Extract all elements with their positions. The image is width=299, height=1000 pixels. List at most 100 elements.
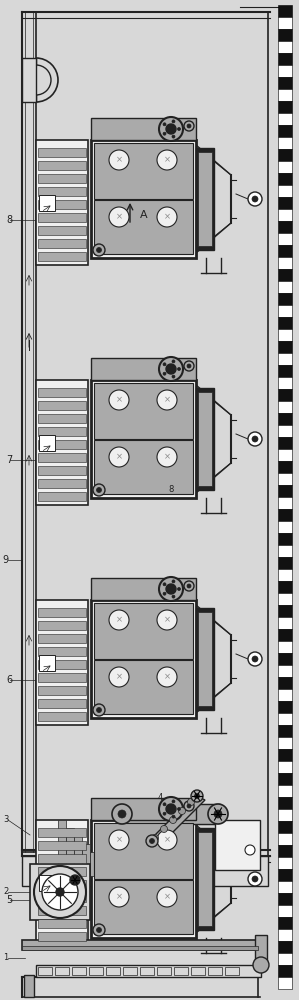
Bar (38, 492, 86, 501)
Bar (22, 940, 258, 950)
Circle shape (56, 888, 64, 896)
Bar (278, 977, 292, 989)
Bar (278, 653, 292, 665)
Bar (39, 195, 55, 211)
Circle shape (109, 207, 129, 227)
Bar (278, 533, 292, 545)
Circle shape (163, 592, 166, 595)
Bar (38, 647, 86, 656)
Bar (38, 401, 86, 410)
Bar (198, 612, 212, 706)
Bar (278, 113, 292, 125)
Bar (198, 392, 212, 486)
Circle shape (109, 447, 129, 467)
Text: ×: × (115, 155, 123, 164)
Bar (278, 929, 292, 941)
Bar (91, 118, 196, 140)
Bar (38, 252, 86, 261)
Bar (278, 593, 292, 605)
Bar (38, 854, 86, 863)
Bar (278, 605, 292, 617)
Circle shape (253, 957, 269, 973)
Circle shape (152, 834, 158, 842)
Bar (278, 701, 292, 713)
Bar (24, 975, 34, 997)
Bar (90, 852, 98, 876)
Circle shape (170, 816, 176, 824)
Bar (278, 221, 292, 233)
Bar (94, 440, 193, 494)
Bar (174, 967, 188, 975)
Bar (94, 143, 193, 199)
Bar (98, 860, 106, 876)
Bar (278, 329, 292, 341)
Bar (38, 919, 86, 928)
Circle shape (178, 367, 181, 370)
Bar (278, 17, 292, 29)
Circle shape (166, 364, 176, 374)
Circle shape (178, 808, 181, 810)
Bar (91, 600, 196, 718)
Bar (278, 269, 292, 281)
Bar (278, 353, 292, 365)
Text: ×: × (164, 836, 170, 844)
Text: ×: × (164, 672, 170, 682)
Bar (123, 967, 137, 975)
Bar (36, 965, 261, 977)
Bar (38, 673, 86, 682)
Text: ×: × (115, 836, 123, 844)
Circle shape (166, 804, 176, 814)
Bar (278, 389, 292, 401)
Bar (38, 213, 86, 222)
Bar (94, 880, 193, 934)
Bar (38, 427, 86, 436)
Bar (38, 621, 86, 630)
Bar (157, 967, 171, 975)
Text: 5: 5 (6, 895, 12, 905)
Bar (39, 875, 55, 891)
Bar (38, 893, 86, 902)
Circle shape (157, 887, 177, 907)
Bar (255, 935, 267, 965)
Circle shape (93, 924, 105, 936)
Bar (278, 569, 292, 581)
Bar (278, 401, 292, 413)
Bar (38, 161, 86, 170)
Circle shape (146, 835, 158, 847)
Circle shape (252, 876, 258, 882)
Bar (278, 557, 292, 569)
Bar (38, 660, 86, 669)
Bar (278, 797, 292, 809)
Bar (278, 953, 292, 965)
Bar (36, 820, 88, 945)
Circle shape (208, 804, 228, 824)
Text: 4: 4 (158, 792, 163, 802)
Circle shape (159, 357, 183, 381)
Circle shape (109, 390, 129, 410)
Text: 2: 2 (3, 888, 8, 896)
Circle shape (161, 826, 167, 832)
Circle shape (163, 812, 166, 815)
Bar (91, 140, 196, 258)
Bar (120, 804, 220, 824)
Bar (278, 617, 292, 629)
Bar (91, 798, 196, 820)
Bar (91, 578, 196, 600)
Circle shape (172, 360, 175, 363)
Bar (278, 581, 292, 593)
Circle shape (184, 121, 194, 131)
Bar (106, 967, 120, 975)
Circle shape (163, 803, 166, 806)
Bar (278, 737, 292, 749)
Text: 6: 6 (6, 675, 12, 685)
Bar (38, 174, 86, 183)
Circle shape (109, 667, 129, 687)
Bar (278, 917, 292, 929)
Circle shape (163, 372, 166, 375)
Bar (22, 856, 268, 886)
Bar (89, 967, 103, 975)
Text: ×: × (164, 615, 170, 624)
Circle shape (172, 580, 175, 583)
Bar (36, 140, 88, 265)
Circle shape (252, 436, 258, 442)
